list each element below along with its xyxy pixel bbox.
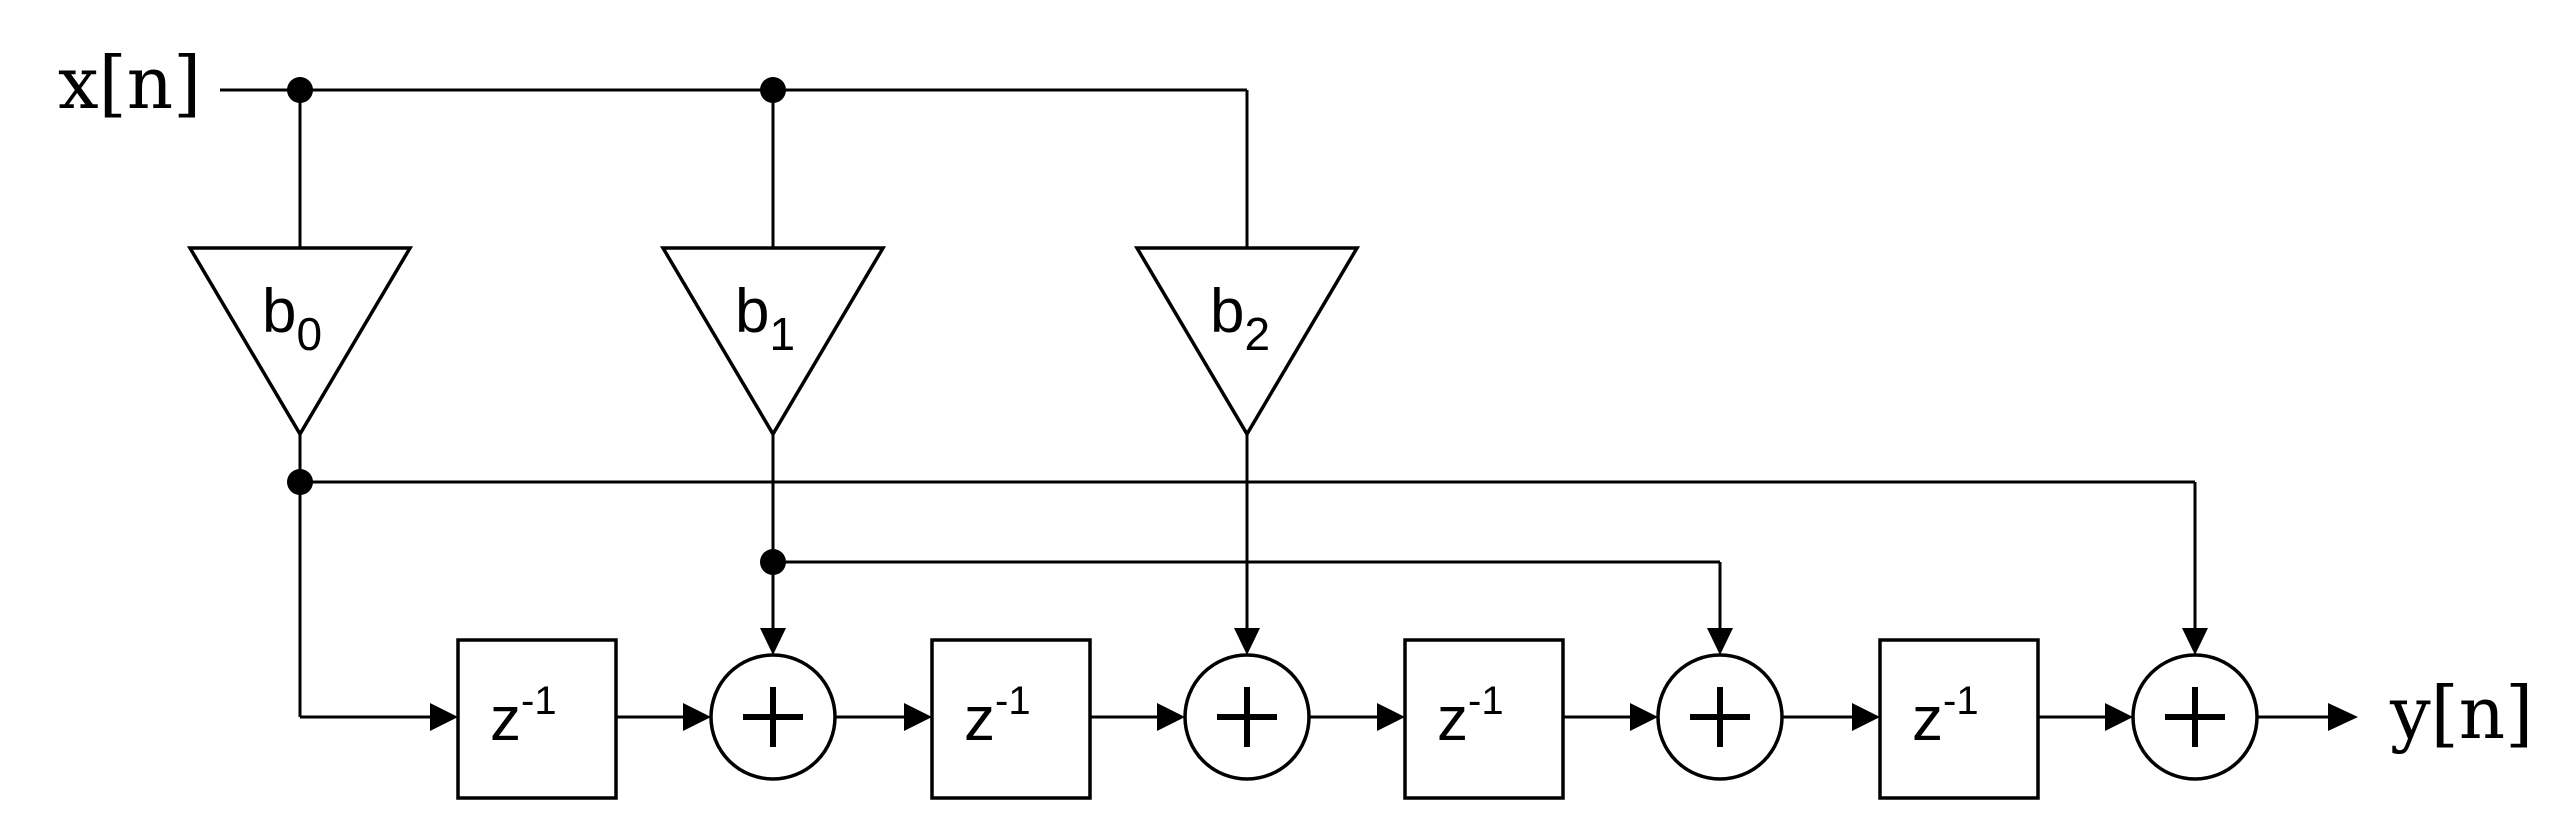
arrow-into-delay2 [904, 703, 932, 731]
arrow-into-adder2-top [1234, 628, 1260, 655]
coefficient-label-b2: b2 [1210, 277, 1270, 360]
arrow-into-adder1 [683, 703, 711, 731]
arrow-output [2328, 703, 2358, 731]
adder-3 [1656, 653, 1784, 781]
coefficient-label-b0: b0 [262, 277, 322, 360]
arrow-into-delay3 [1377, 703, 1405, 731]
junction-dot-input-b0 [287, 77, 313, 103]
delay-block-3 [1403, 638, 1565, 800]
arrow-into-adder1-top [760, 628, 786, 655]
arrow-into-adder3 [1630, 703, 1658, 731]
delay-block-2 [930, 638, 1092, 800]
arrow-into-adder3-top [1707, 628, 1733, 655]
delay-label-4: z-1 [1912, 679, 1979, 754]
delay-block-1 [456, 638, 618, 800]
delay-label-3: z-1 [1437, 679, 1504, 754]
gain-triangle-b0 [186, 246, 414, 438]
coefficient-label-b1: b1 [735, 277, 795, 360]
adder-1 [709, 653, 837, 781]
adder-4 [2131, 653, 2259, 781]
arrow-into-adder4 [2105, 703, 2133, 731]
adder-2 [1183, 653, 1311, 781]
input-label: x[n] [58, 41, 201, 125]
gain-triangle-b2 [1133, 246, 1361, 438]
arrow-into-adder2 [1157, 703, 1185, 731]
arrow-into-delay4 [1852, 703, 1880, 731]
gain-triangle-b1 [659, 246, 887, 438]
delay-label-1: z-1 [490, 679, 557, 754]
junction-dot-input-b1 [760, 77, 786, 103]
arrow-into-adder4-top [2182, 628, 2208, 655]
output-label: y[n] [2389, 671, 2533, 755]
delay-label-2: z-1 [964, 679, 1031, 754]
arrow-into-delay1 [430, 703, 458, 731]
delay-block-4 [1878, 638, 2040, 800]
